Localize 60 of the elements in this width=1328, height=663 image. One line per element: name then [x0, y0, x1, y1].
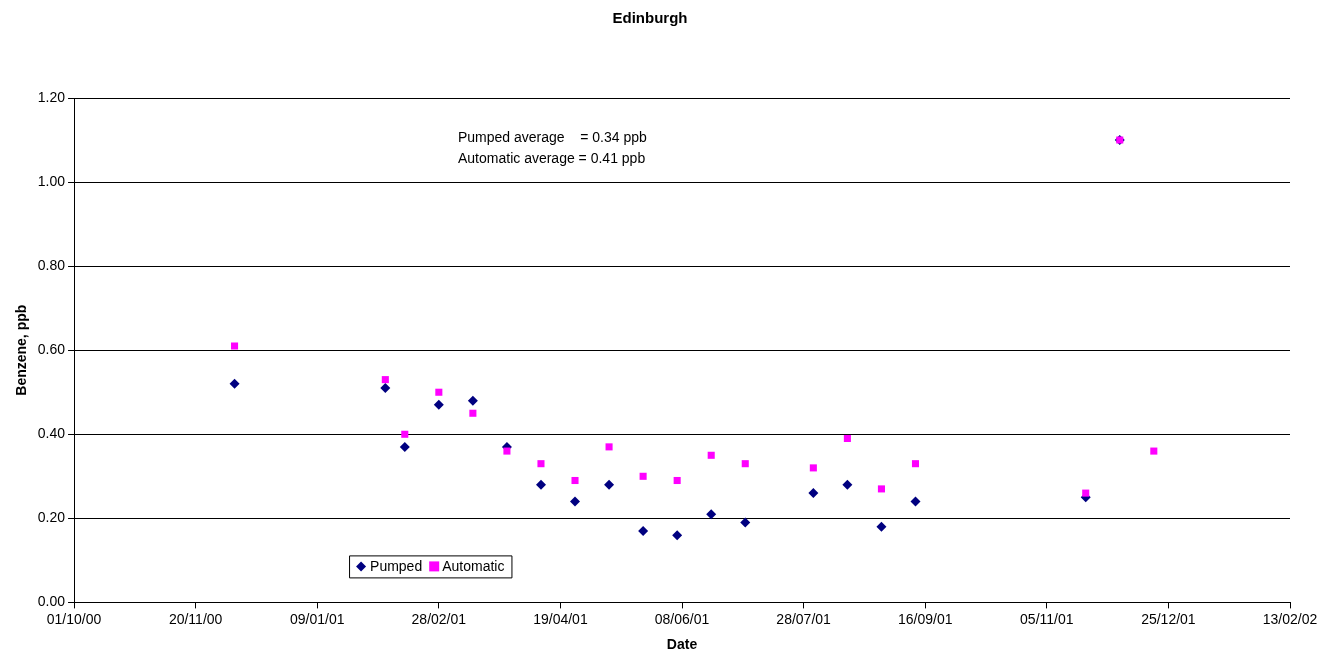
point — [469, 409, 477, 417]
x-tick-label: 28/02/01 — [411, 610, 467, 627]
y-axis-title: Benzene, ppb — [13, 304, 30, 396]
y-tick-label: 0.20 — [37, 509, 66, 526]
point — [741, 460, 749, 468]
x-tick-label: 13/02/02 — [1262, 610, 1318, 627]
x-tick-label: 08/06/01 — [654, 610, 710, 627]
point — [638, 525, 649, 536]
point — [707, 451, 715, 459]
x-tick-label: 28/07/01 — [776, 610, 832, 627]
point — [380, 383, 391, 394]
x-tick-label: 01/10/00 — [46, 610, 102, 627]
x-tick-label: 05/11/01 — [1020, 610, 1074, 627]
point — [842, 479, 853, 490]
point — [673, 476, 681, 485]
point — [535, 479, 546, 490]
point — [571, 476, 579, 485]
point — [843, 434, 851, 443]
point — [911, 460, 920, 468]
y-tick-label: 0.40 — [37, 425, 66, 442]
point — [604, 479, 615, 490]
point — [435, 388, 443, 396]
x-tick-label: 16/09/01 — [897, 610, 953, 627]
legend-label: Pumped — [370, 558, 423, 575]
point — [672, 530, 683, 541]
x-axis-title: Date — [666, 636, 698, 653]
point — [570, 496, 581, 507]
point — [1150, 447, 1158, 455]
x-tick-label: 09/01/01 — [289, 610, 345, 627]
point — [605, 443, 613, 451]
point — [467, 395, 478, 406]
x-tick-label: 19/04/01 — [533, 610, 588, 627]
point — [503, 447, 511, 455]
point — [381, 376, 389, 384]
point — [229, 378, 240, 389]
point — [1082, 489, 1090, 497]
point — [401, 430, 409, 438]
point — [876, 521, 887, 532]
point — [809, 464, 817, 472]
y-tick-label: 1.20 — [37, 88, 66, 105]
x-tick-label: 20/11/00 — [168, 610, 223, 627]
y-tick-label: 1.00 — [37, 172, 66, 189]
point — [537, 460, 545, 468]
point — [639, 472, 647, 480]
point — [808, 488, 819, 499]
y-tick-label: 0.00 — [37, 593, 66, 610]
point — [231, 342, 239, 350]
annotation: Automatic average = 0.41 ppb — [458, 149, 646, 166]
point — [433, 399, 444, 410]
legend-label: Automatic — [442, 558, 505, 575]
chart-title: Edinburgh — [612, 9, 688, 27]
point — [399, 441, 410, 452]
point — [740, 517, 751, 528]
y-tick-label: 0.80 — [37, 256, 66, 273]
point — [877, 485, 885, 493]
point — [910, 496, 921, 507]
x-tick-label: 25/12/01 — [1141, 610, 1196, 627]
point — [706, 509, 717, 520]
y-tick-label: 0.60 — [37, 341, 66, 358]
annotation: Pumped average = 0.34 ppb — [458, 128, 647, 145]
